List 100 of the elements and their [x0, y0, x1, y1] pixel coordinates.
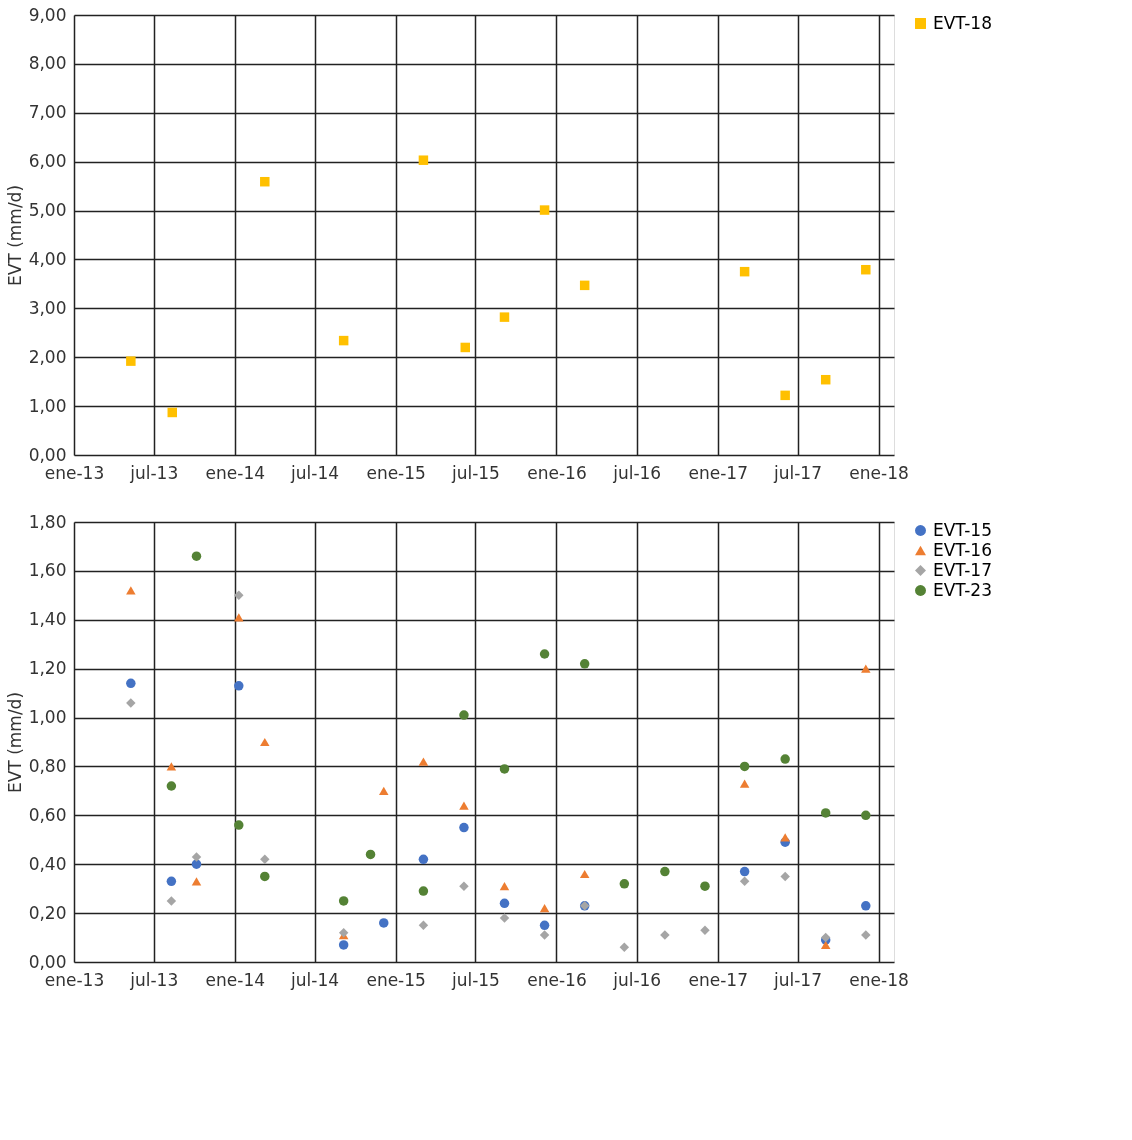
- point: [418, 757, 429, 766]
- y-tick-label: 5,00: [28, 200, 67, 221]
- point: [418, 886, 429, 896]
- y-tick-label: 0,80: [28, 755, 67, 776]
- point: [820, 940, 831, 949]
- y-tick-label: 0,40: [28, 853, 67, 874]
- point: [460, 342, 471, 353]
- point: [820, 808, 831, 818]
- x-tick-label: jul-17: [773, 969, 822, 990]
- point: [739, 761, 750, 772]
- point: [780, 754, 790, 764]
- y-axis-title: EVT (mm/d): [4, 184, 25, 287]
- point: [861, 930, 871, 940]
- point: [166, 762, 177, 771]
- point: [126, 356, 136, 366]
- legend-label: EVT-18: [933, 12, 992, 33]
- point: [459, 801, 469, 810]
- y-tick-label: 7,00: [28, 102, 67, 123]
- point: [539, 920, 550, 931]
- y-tick-label: 0,00: [28, 951, 67, 972]
- x-tick-label: jul-14: [290, 462, 340, 483]
- point: [418, 155, 429, 165]
- x-tick-label: ene-15: [366, 969, 426, 990]
- legend-label: EVT-15: [933, 519, 992, 540]
- point: [459, 881, 469, 891]
- point: [739, 866, 750, 877]
- x-tick-label: jul-13: [129, 969, 179, 990]
- point: [365, 849, 376, 860]
- point: [499, 882, 510, 891]
- point: [418, 920, 429, 931]
- point: [126, 586, 136, 595]
- point: [861, 664, 871, 673]
- legend-label: EVT-16: [933, 539, 992, 560]
- point: [861, 901, 871, 911]
- point: [700, 881, 710, 891]
- point: [338, 335, 349, 346]
- x-tick-label: ene-17: [688, 969, 748, 990]
- y-tick-label: 1,80: [28, 511, 67, 532]
- x-tick-label: ene-15: [366, 462, 426, 483]
- point: [499, 764, 510, 774]
- point: [579, 659, 590, 669]
- point: [539, 904, 550, 913]
- point: [338, 927, 349, 938]
- point: [418, 854, 429, 865]
- point: [499, 312, 510, 322]
- point: [167, 407, 177, 418]
- point: [166, 876, 177, 887]
- y-tick-label: 0,60: [28, 804, 67, 825]
- point: [539, 205, 550, 215]
- point: [780, 390, 790, 401]
- x-tick-label: jul-16: [612, 969, 662, 990]
- x-tick-label: jul-13: [129, 462, 179, 483]
- x-tick-label: ene-17: [688, 462, 748, 483]
- point: [379, 918, 389, 928]
- point: [861, 264, 871, 275]
- y-tick-label: 8,00: [28, 53, 67, 74]
- point: [459, 710, 469, 720]
- x-tick-label: jul-17: [773, 462, 822, 483]
- point: [234, 590, 244, 601]
- point: [234, 681, 244, 691]
- x-tick-label: ene-18: [849, 969, 909, 990]
- y-tick-label: 1,00: [28, 395, 67, 416]
- point: [126, 698, 136, 708]
- legend-label: EVT-23: [933, 579, 992, 600]
- y-tick-label: 1,00: [28, 707, 67, 728]
- point: [539, 930, 550, 940]
- x-tick-label: jul-15: [450, 462, 500, 483]
- x-tick-label: ene-14: [205, 969, 266, 990]
- y-axis-title: EVT (mm/d): [4, 691, 25, 794]
- x-tick-label: jul-14: [290, 969, 340, 990]
- point: [338, 896, 349, 906]
- point: [619, 942, 630, 953]
- point: [579, 869, 590, 879]
- point: [234, 613, 244, 622]
- x-tick-label: ene-16: [527, 969, 587, 990]
- legend-label: EVT-17: [933, 559, 992, 580]
- point: [820, 374, 831, 385]
- x-tick-label: ene-16: [527, 462, 587, 483]
- point: [260, 871, 270, 882]
- point: [739, 266, 750, 277]
- x-tick-label: ene-13: [44, 969, 105, 990]
- y-tick-label: 1,40: [28, 609, 67, 630]
- point: [260, 737, 270, 747]
- y-tick-label: 9,00: [28, 4, 67, 25]
- point: [459, 822, 469, 833]
- y-tick-label: 1,60: [28, 560, 67, 581]
- y-tick-label: 6,00: [28, 151, 67, 172]
- point: [499, 898, 510, 909]
- point: [539, 649, 550, 659]
- point: [166, 896, 177, 906]
- x-tick-label: ene-18: [849, 462, 909, 483]
- point: [379, 786, 389, 795]
- point: [619, 879, 630, 889]
- point: [338, 940, 349, 950]
- y-tick-label: 4,00: [28, 248, 67, 269]
- point: [499, 913, 510, 923]
- point: [191, 877, 202, 886]
- x-tick-label: ene-14: [205, 462, 266, 483]
- y-tick-label: 0,20: [28, 902, 67, 923]
- point: [234, 820, 244, 830]
